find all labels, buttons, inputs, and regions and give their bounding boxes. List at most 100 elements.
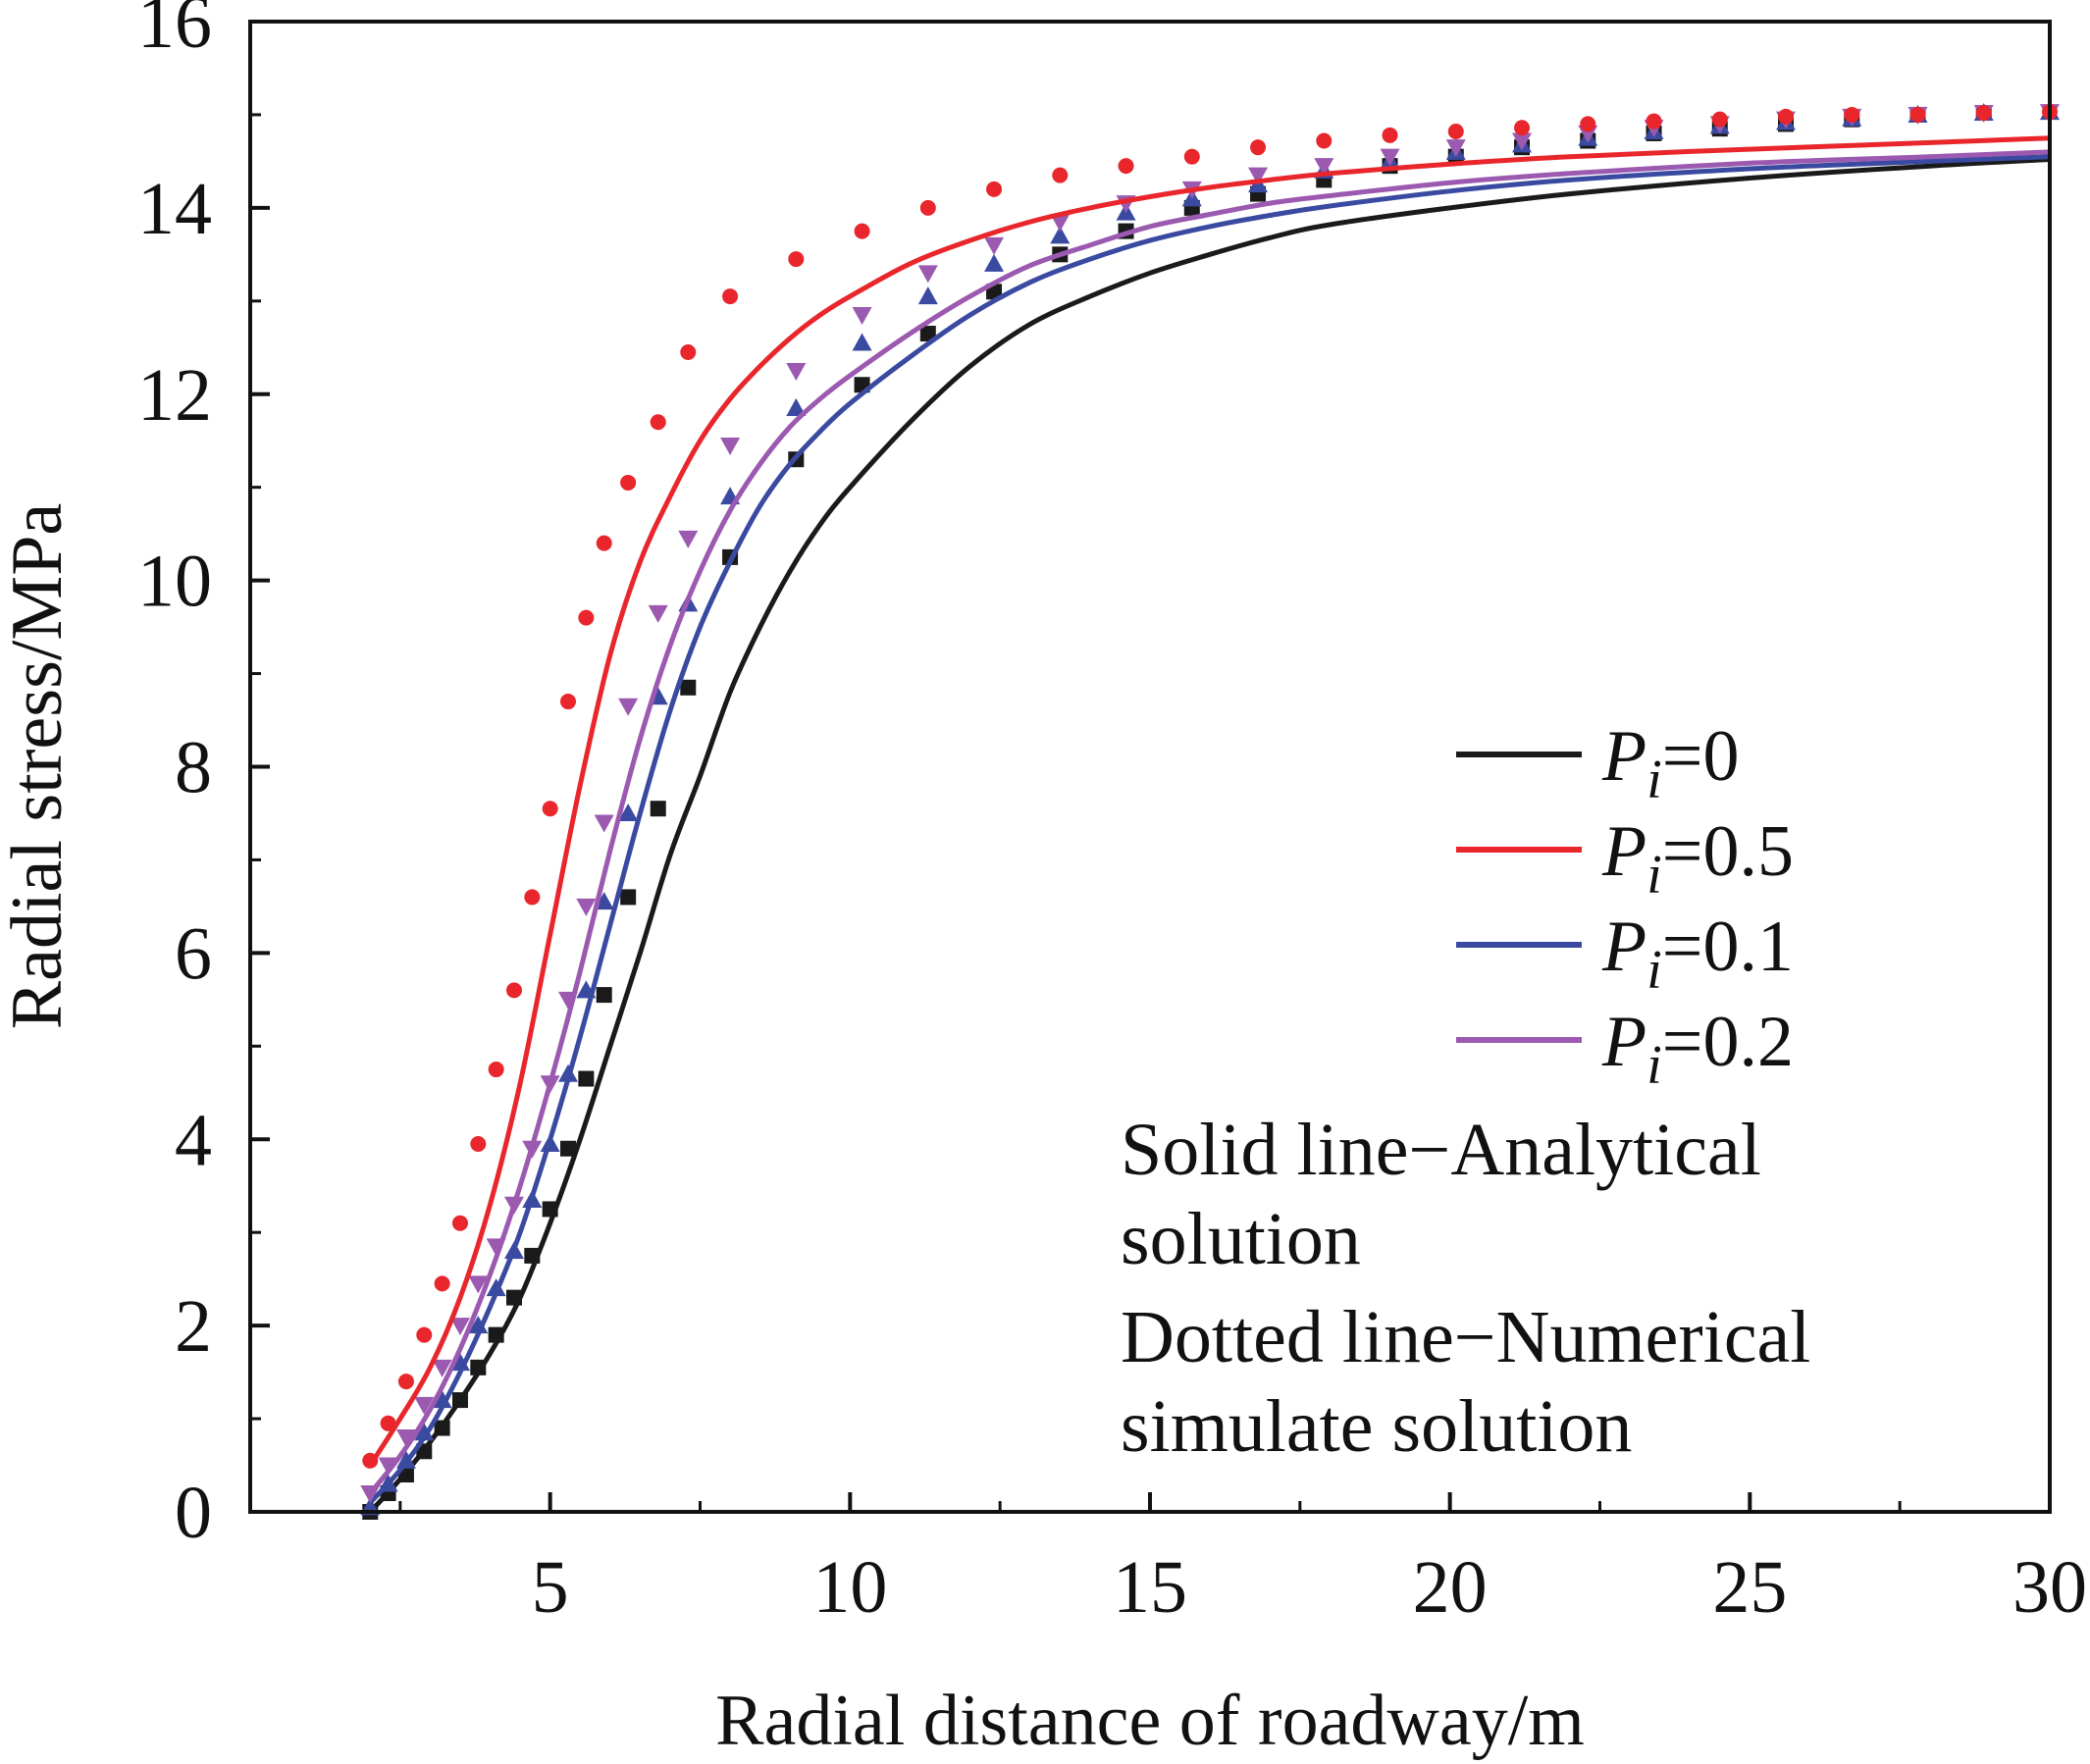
numerical-point (722, 288, 739, 305)
y-tick-label: 4 (175, 1099, 212, 1181)
numerical-point (1118, 158, 1134, 175)
numerical-point (1975, 105, 1992, 122)
numerical-point (984, 236, 1005, 255)
numerical-point (576, 898, 597, 916)
numerical-point (618, 803, 639, 821)
numerical-point (1314, 158, 1334, 177)
numerical-point (395, 1450, 416, 1469)
y-tick-label: 8 (175, 727, 212, 809)
numerical-point (578, 1070, 595, 1087)
numerical-point (1250, 139, 1267, 156)
numerical-point (488, 1326, 504, 1343)
numerical-point (486, 1238, 506, 1257)
series-pi-0-5 (362, 104, 2058, 1469)
numerical-point (416, 1326, 433, 1343)
numerical-point (678, 530, 699, 548)
numerical-point (451, 1392, 468, 1409)
numerical-point (560, 694, 577, 710)
legend-label: Pi=0.1 (1601, 907, 1794, 1001)
x-axis-title: Radial distance of roadway/m (715, 1681, 1585, 1761)
numerical-point (788, 251, 805, 268)
numerical-point (620, 474, 637, 491)
numerical-point (680, 679, 697, 696)
numerical-point (449, 1318, 470, 1336)
numerical-point (1909, 106, 1926, 123)
numerical-point (680, 344, 697, 361)
note-line-2: solution (1121, 1198, 1361, 1280)
numerical-point (542, 1201, 558, 1218)
numerical-point (505, 1289, 522, 1306)
x-tick-label: 30 (2012, 1546, 2087, 1629)
legend-item: Pi=0.2 (1456, 1002, 1794, 1096)
numerical-point (414, 1396, 435, 1415)
legend-label: Pi=0 (1601, 716, 1740, 810)
numerical-point (503, 1241, 524, 1260)
numerical-point (578, 609, 595, 626)
y-axis-title: Radial stress/MPa (0, 503, 78, 1029)
x-tick-label: 15 (1113, 1546, 1187, 1629)
numerical-point (650, 801, 666, 817)
numerical-point (576, 980, 597, 999)
numerical-point (380, 1415, 396, 1431)
numerical-point (486, 1278, 506, 1297)
numerical-point (919, 199, 936, 216)
numerical-point (558, 991, 579, 1010)
numerical-point (1248, 167, 1269, 185)
note-line-4: simulate solution (1121, 1385, 1632, 1468)
legend-item: Pi=0 (1456, 716, 1740, 810)
y-tick-label: 2 (175, 1285, 212, 1368)
numerical-point (524, 889, 541, 906)
numerical-point (1380, 148, 1400, 167)
plot-frame (248, 20, 2052, 1514)
numerical-point (986, 181, 1003, 197)
note-line-3: Dotted line−Numerical (1121, 1296, 1810, 1378)
analytical-line-pi-0-1 (368, 154, 2051, 1505)
note-line-1: Solid line−Analytical (1121, 1109, 1761, 1191)
y-tick-label: 0 (175, 1472, 212, 1554)
numerical-point (852, 307, 872, 326)
x-tick-label: 25 (1712, 1546, 1787, 1629)
numerical-point (558, 1064, 579, 1082)
numerical-point (786, 397, 807, 416)
numerical-point (378, 1474, 398, 1492)
numerical-point (522, 1189, 543, 1208)
legend-item: Pi=0.5 (1456, 811, 1794, 906)
numerical-point (434, 1420, 450, 1436)
numerical-point (397, 1374, 414, 1390)
numerical-point (378, 1457, 398, 1476)
numerical-point (852, 333, 872, 351)
y-tick-label: 10 (137, 541, 212, 623)
numerical-point (524, 1247, 541, 1264)
numerical-point (1050, 214, 1071, 233)
y-tick-label: 12 (137, 354, 212, 437)
numerical-point (917, 265, 938, 284)
numerical-point (1382, 127, 1398, 143)
numerical-points-pi-0-5 (362, 104, 2058, 1469)
numerical-point (360, 1485, 381, 1504)
numerical-point (1512, 132, 1533, 151)
legend-label: Pi=0.2 (1601, 1002, 1794, 1096)
numerical-point (470, 1135, 487, 1152)
numerical-point (1580, 116, 1596, 132)
numerical-point (451, 1215, 468, 1231)
ticks-layer: 5 10 15 20 25 30 0 2 4 6 8 10 12 14 16 (137, 0, 2087, 1629)
numerical-point (594, 814, 614, 833)
numerical-point (362, 1452, 379, 1469)
numerical-point (488, 1062, 504, 1078)
numerical-point (470, 1359, 487, 1375)
series-layer (360, 102, 2060, 1520)
analytical-line-pi-0-2 (368, 149, 2051, 1495)
y-tick-label: 14 (137, 168, 212, 250)
numerical-point (786, 363, 807, 382)
numerical-point (596, 987, 612, 1004)
x-tick-label: 5 (532, 1546, 569, 1629)
numerical-point (1050, 226, 1071, 244)
numerical-point (984, 253, 1005, 272)
numerical-point (1183, 148, 1200, 165)
numerical-point (540, 1133, 560, 1152)
numerical-point (618, 698, 639, 716)
numerical-point (1316, 132, 1332, 149)
numerical-point (1711, 111, 1728, 128)
numerical-point (468, 1275, 489, 1294)
